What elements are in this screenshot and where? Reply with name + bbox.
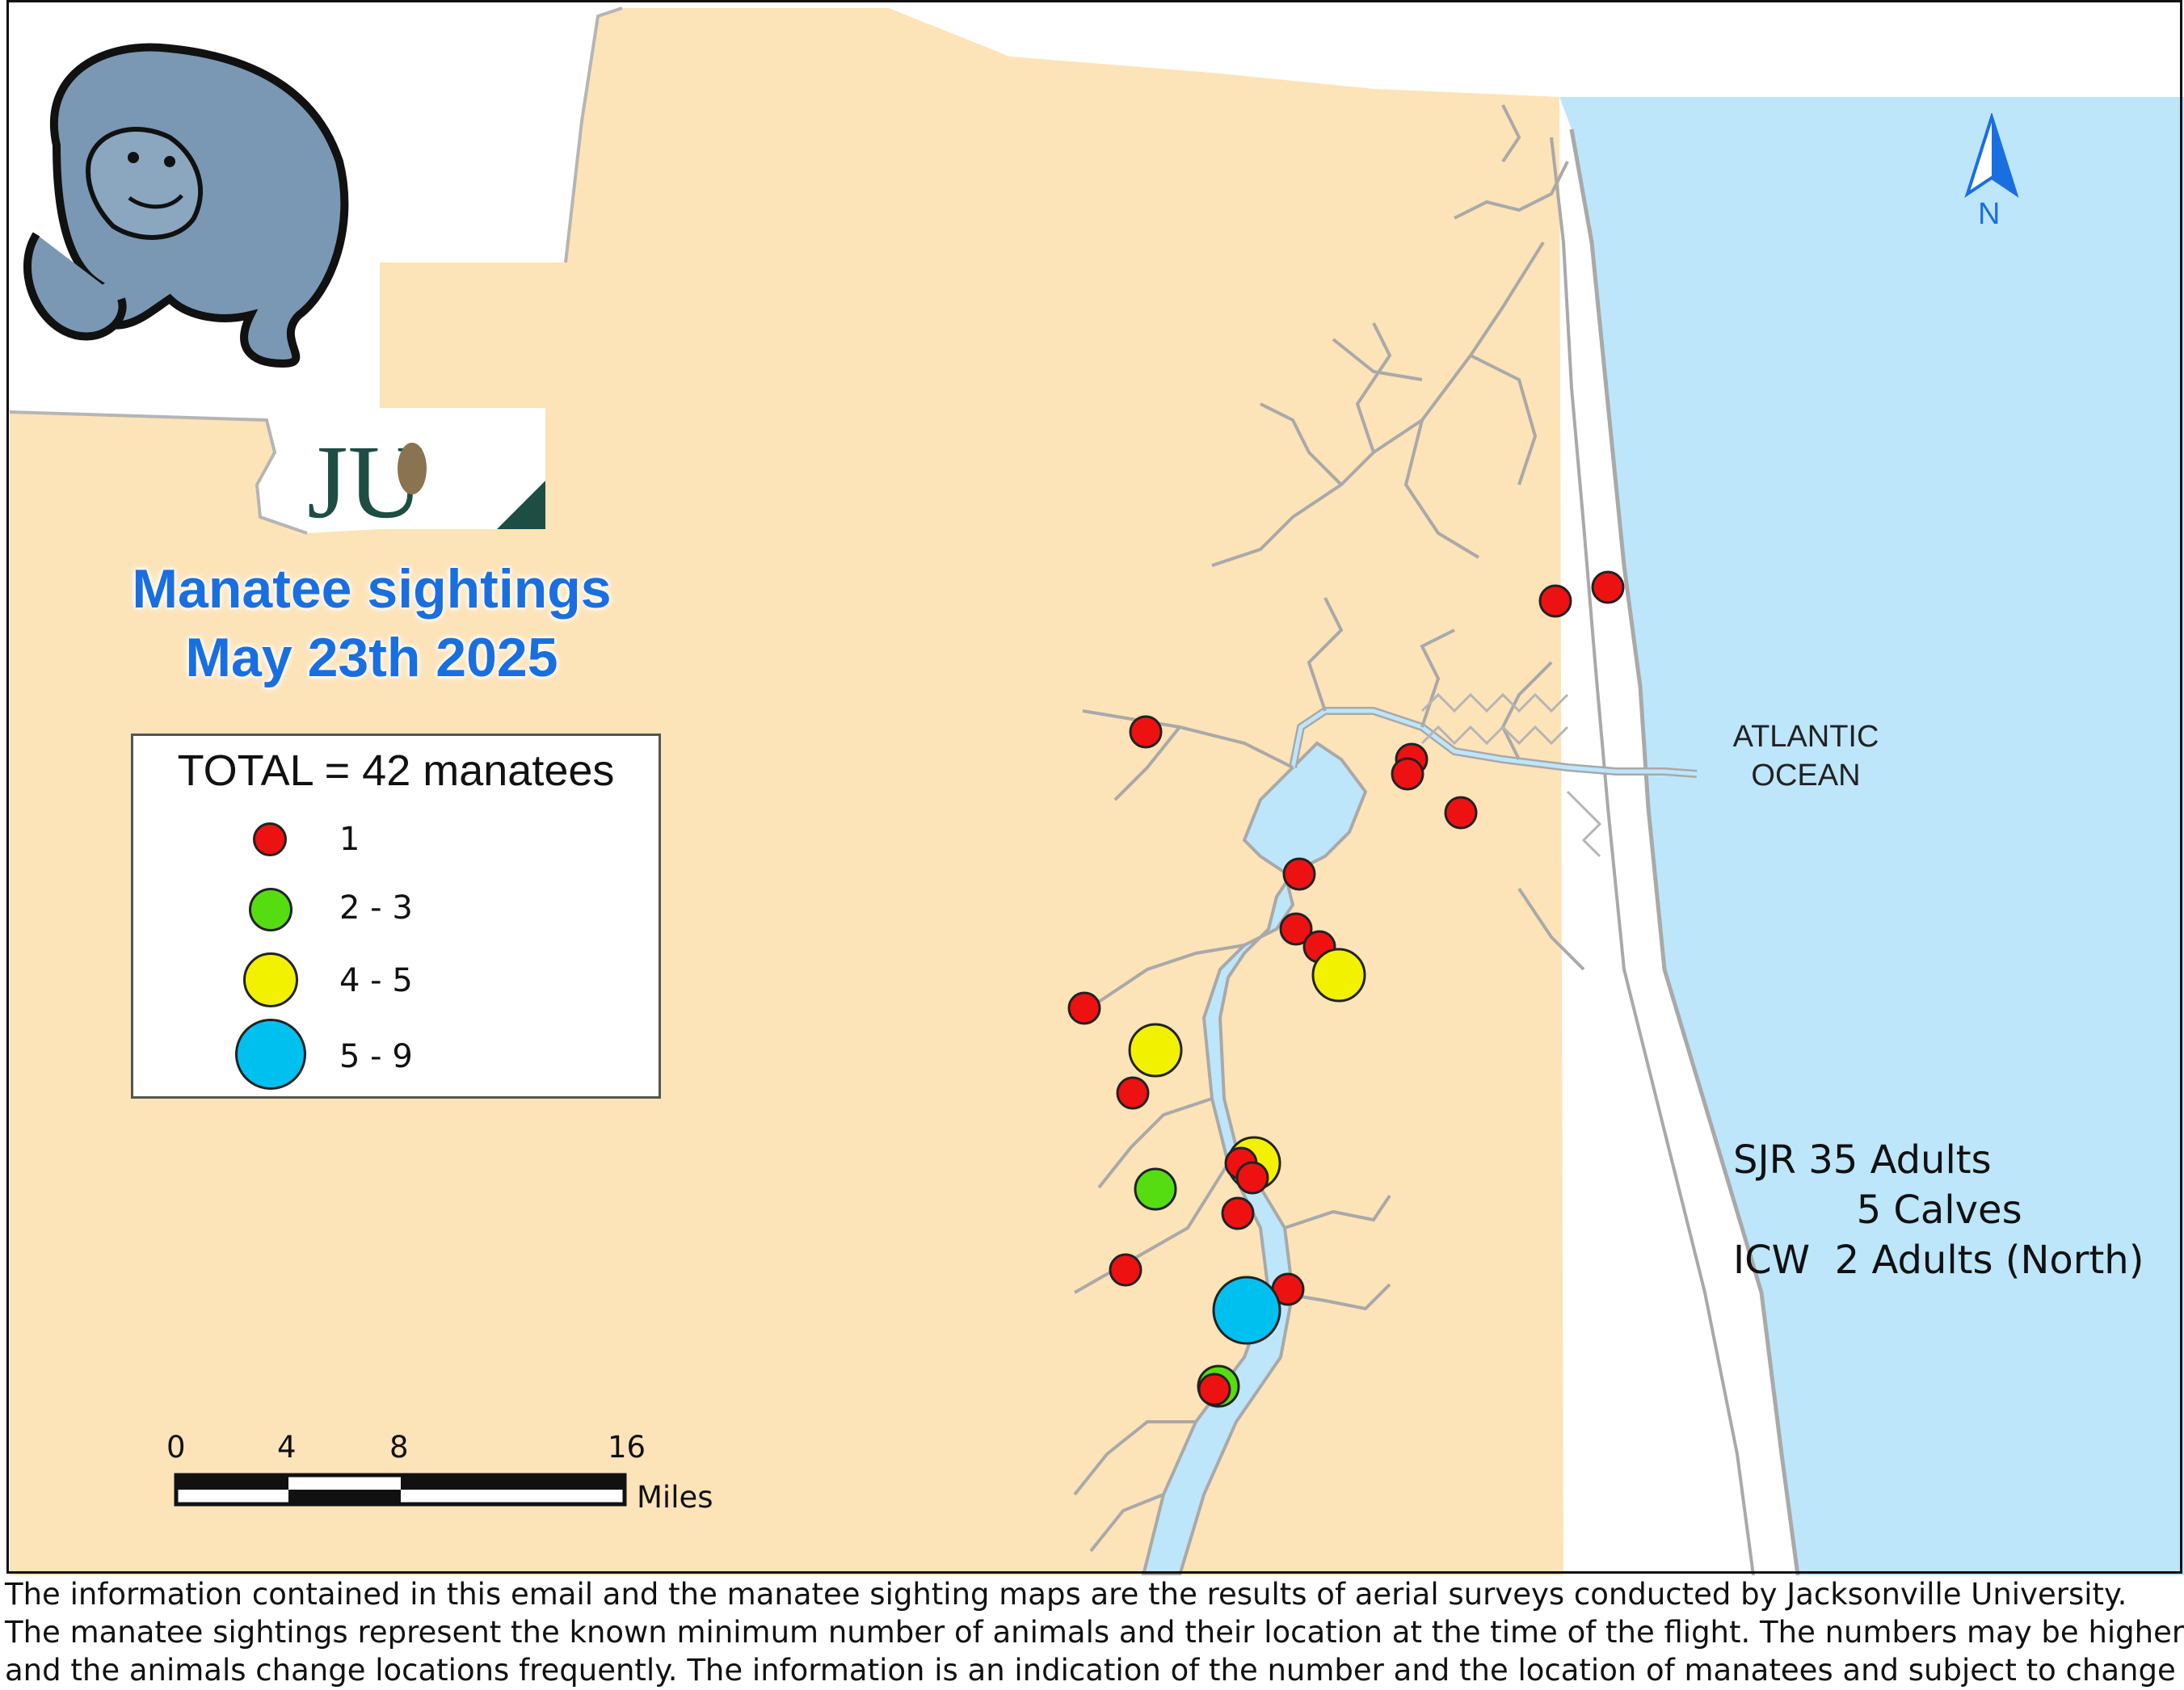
ju-logo: JU bbox=[299, 408, 545, 540]
map-frame: JU Manatee sightings May 23th 2025 TOTAL… bbox=[6, 0, 2184, 1575]
legend-swatch-1 bbox=[253, 822, 287, 856]
counts-line-3: ICW 2 Adults (North) bbox=[1733, 1238, 2144, 1283]
manatee-counts: SJR 35 Adults 5 Calves ICW 2 Adults (Nor… bbox=[1733, 1135, 2144, 1285]
sighting-marker bbox=[1067, 991, 1101, 1025]
ocean-label-line-2: OCEAN bbox=[1751, 759, 1861, 792]
ju-logo-graphic: JU bbox=[299, 408, 545, 540]
sighting-marker bbox=[1282, 857, 1316, 891]
sighting-marker bbox=[1444, 796, 1478, 830]
legend-swatch-4 bbox=[235, 1019, 306, 1090]
scale-unit: Miles bbox=[637, 1480, 713, 1515]
sighting-marker bbox=[1538, 584, 1572, 618]
scale-tick-0: 0 bbox=[166, 1430, 186, 1465]
urban-waterways bbox=[1420, 692, 1602, 858]
boundary-line bbox=[564, 6, 623, 263]
sighting-marker bbox=[1129, 715, 1163, 749]
sighting-markers bbox=[1067, 570, 1625, 1408]
river-inner bbox=[1290, 708, 1698, 776]
sighting-marker bbox=[1128, 1023, 1183, 1078]
manatee-icon bbox=[23, 43, 349, 368]
ocean-label-line-1: ATLANTIC bbox=[1732, 720, 1879, 754]
sighting-marker bbox=[1391, 757, 1424, 791]
disclaimer: The information contained in this email … bbox=[5, 1575, 2184, 1689]
legend-row-1: 1 bbox=[182, 813, 634, 877]
legend-row-4: 5 - 9 bbox=[182, 1019, 634, 1090]
sighting-marker bbox=[1212, 1276, 1281, 1345]
map-title-line-2: May 23th 2025 bbox=[185, 627, 558, 688]
scale-tick-16: 16 bbox=[608, 1430, 646, 1465]
map-title-line-1: Manatee sightings bbox=[132, 558, 612, 620]
sighting-marker bbox=[1311, 948, 1366, 1003]
sighting-marker bbox=[1116, 1076, 1150, 1110]
ocean-area bbox=[1559, 97, 2184, 1575]
disclaimer-line-1: The information contained in this email … bbox=[5, 1577, 2127, 1612]
disclaimer-line-3: and the animals change locations frequen… bbox=[5, 1653, 2184, 1688]
legend-label-3: 4 - 5 bbox=[339, 962, 413, 999]
scale-tick-4: 4 bbox=[277, 1430, 297, 1465]
scale-tick-8: 8 bbox=[389, 1430, 409, 1465]
sighting-marker bbox=[1591, 570, 1625, 604]
north-label: N bbox=[1978, 197, 2001, 231]
sighting-marker bbox=[1235, 1161, 1269, 1195]
legend-row-2: 2 - 3 bbox=[182, 880, 634, 944]
sighting-marker bbox=[1279, 912, 1313, 946]
sighting-marker bbox=[1221, 1196, 1255, 1230]
counts-line-1: SJR 35 Adults bbox=[1733, 1137, 1992, 1183]
sighting-marker bbox=[1134, 1167, 1177, 1211]
legend-swatch-3 bbox=[243, 952, 298, 1007]
ocean-label: ATLANTIC OCEAN bbox=[1709, 717, 1903, 795]
intracoastal-waterway bbox=[1550, 137, 1755, 1575]
sighting-marker bbox=[1197, 1373, 1231, 1406]
counts-line-2: 5 Calves bbox=[1733, 1188, 2022, 1233]
legend: TOTAL = 42 manatees 1 2 - 3 4 - 5 5 - 9 bbox=[131, 734, 661, 1099]
north-arrow-icon bbox=[1964, 113, 2019, 198]
legend-label-2: 2 - 3 bbox=[339, 889, 413, 927]
sighting-marker bbox=[1109, 1253, 1142, 1287]
legend-swatch-2 bbox=[249, 888, 292, 931]
scale-bar bbox=[174, 1473, 627, 1507]
legend-label-1: 1 bbox=[339, 821, 360, 858]
boundary-line bbox=[9, 410, 308, 535]
legend-row-3: 4 - 5 bbox=[182, 948, 634, 1012]
coastline bbox=[1569, 128, 1800, 1575]
legend-label-4: 5 - 9 bbox=[339, 1038, 413, 1075]
disclaimer-line-2: The manatee sightings represent the know… bbox=[5, 1615, 2184, 1650]
legend-title: TOTAL = 42 manatees bbox=[177, 746, 615, 795]
st-johns-river bbox=[1141, 741, 1368, 1575]
